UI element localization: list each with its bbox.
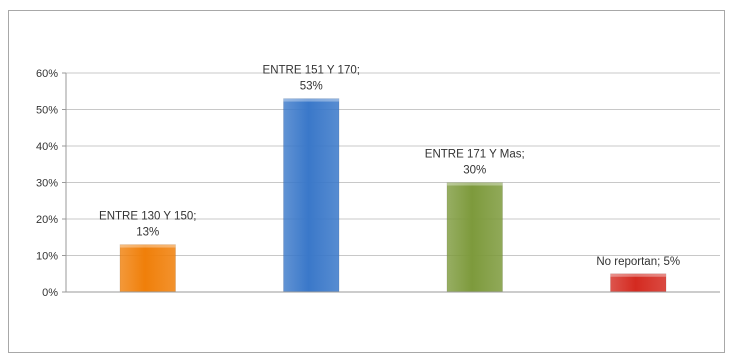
y-tick-label: 20% bbox=[36, 214, 58, 226]
y-tick-label: 40% bbox=[36, 141, 58, 153]
data-label: No reportan; 5% bbox=[596, 256, 680, 268]
bar-2 bbox=[283, 98, 340, 293]
data-label: 13% bbox=[136, 227, 159, 239]
bar-3 bbox=[446, 182, 503, 293]
bars bbox=[119, 98, 667, 293]
y-tick-label: 10% bbox=[36, 251, 58, 263]
chart-frame bbox=[8, 10, 725, 353]
data-label: ENTRE 151 Y 170; bbox=[263, 65, 360, 77]
bar-highlight bbox=[283, 98, 340, 102]
y-axis-ticks: 0% 10% 20% 30% 40% 50% 60% bbox=[36, 68, 58, 299]
y-tick-label: 0% bbox=[42, 287, 58, 299]
bar-highlight bbox=[446, 182, 503, 186]
y-tick-label: 30% bbox=[36, 178, 58, 190]
data-label: ENTRE 130 Y 150; bbox=[99, 211, 196, 223]
y-tick-label: 50% bbox=[36, 105, 58, 117]
data-label: 30% bbox=[463, 165, 486, 177]
data-label: ENTRE 171 Y Mas; bbox=[425, 149, 525, 161]
data-labels: ENTRE 130 Y 150; 13% ENTRE 151 Y 170; 53% EN… bbox=[99, 65, 680, 268]
y-tick-label: 60% bbox=[36, 68, 58, 80]
bar-highlight bbox=[119, 244, 176, 248]
bar-1 bbox=[119, 244, 176, 293]
bar-highlight bbox=[610, 273, 667, 277]
data-label: 53% bbox=[300, 81, 323, 93]
